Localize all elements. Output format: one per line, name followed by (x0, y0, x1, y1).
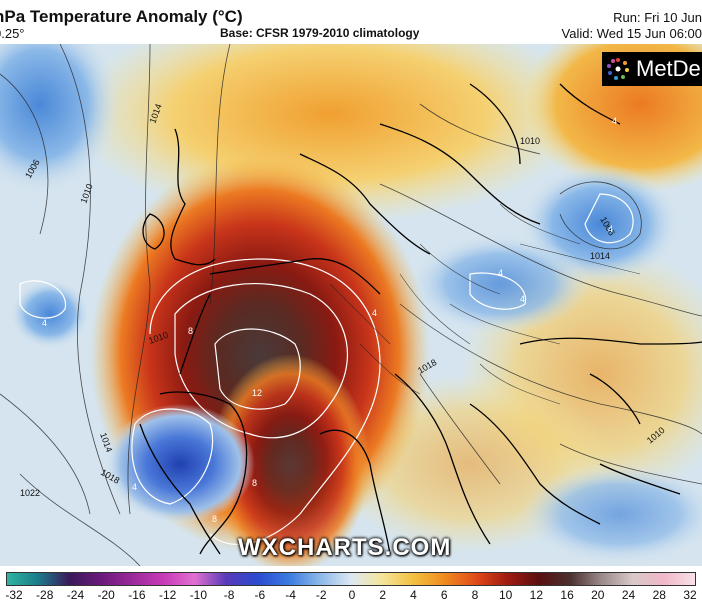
legend-tick-label: -20 (97, 588, 115, 602)
legend-tick-label: -32 (5, 588, 23, 602)
valid-time-label: Valid: Wed 15 Jun 06:00 (561, 26, 702, 41)
metdesk-logo: MetDe (602, 52, 702, 86)
legend-tick-label: -10 (189, 588, 208, 602)
anomaly-label: 4 (608, 224, 613, 234)
map-canvas: 1006 1010 1014 1010 1014 1018 1022 1006 … (0, 44, 702, 566)
legend-tick-label: 12 (529, 588, 544, 602)
anomaly-label: 12 (252, 388, 262, 398)
legend-tick-label: 28 (652, 588, 666, 602)
run-time-label: Run: Fri 10 Jun (613, 10, 702, 25)
coastlines (139, 83, 702, 555)
anomaly-map: 1006 1010 1014 1010 1014 1018 1022 1006 … (0, 44, 702, 566)
anomaly-label: 4 (612, 116, 617, 126)
country-borders (329, 203, 641, 405)
legend-tick-label: 32 (683, 588, 697, 602)
legend-tick-label: -16 (128, 588, 146, 602)
legend-tick-label: 0 (348, 588, 356, 602)
legend-tick-label: 10 (498, 588, 513, 602)
isobar-label: 1014 (590, 251, 610, 261)
anomaly-label: 8 (212, 514, 217, 524)
legend-tick-label: 6 (440, 588, 448, 602)
legend-tick-label: -12 (158, 588, 177, 602)
watermark: WXCHARTS.COM (238, 534, 452, 561)
chart-title: hPa Temperature Anomaly (°C) (0, 7, 243, 26)
legend-tick-label: 20 (591, 588, 605, 602)
legend-tick-label: -2 (315, 588, 327, 602)
anomaly-label: 8 (188, 326, 193, 336)
legend-tick-label: 24 (621, 588, 636, 602)
isobar-label: 1010 (520, 136, 540, 146)
legend-tick-label: 2 (379, 588, 387, 602)
legend-tick-label: 8 (471, 588, 479, 602)
legend-ticks: -32 -28 -24 -20 -16 -12 -10 -8 -6 -4 -2 0 2 4 6 8 10 12 16… (0, 588, 702, 608)
legend-tick-label: -24 (66, 588, 85, 602)
anomaly-label: 4 (132, 482, 137, 492)
anomaly-label: 4 (42, 318, 47, 328)
legend-tick-label: -6 (254, 588, 266, 602)
isobar-lines (0, 44, 702, 566)
anomaly-label: 8 (252, 478, 257, 488)
anomaly-label: 4 (498, 268, 503, 278)
anomaly-label: 4 (372, 308, 377, 318)
legend-tick-label: -28 (36, 588, 54, 602)
brand-name: MetDe (636, 56, 701, 81)
metdesk-star-icon (607, 58, 629, 80)
climatology-base-label: Base: CFSR 1979-2010 climatology (220, 26, 420, 40)
colorbar (6, 572, 696, 586)
resolution-label: 0.25° (0, 26, 25, 41)
legend-tick-label: 16 (560, 588, 574, 602)
color-legend: -32 -28 -24 -20 -16 -12 -10 -8 -6 -4 -2 0 2 4 6 8 10 12 16… (0, 566, 702, 612)
anomaly-labels: 4 4 4 8 12 8 4 4 4 4 8 (42, 116, 617, 524)
legend-tick-label: 4 (410, 588, 417, 602)
isobar-label: 1022 (20, 488, 40, 498)
anomaly-contours (19, 193, 634, 545)
anomaly-label: 4 (520, 294, 525, 304)
legend-tick-label: -4 (285, 588, 296, 602)
chart-header: hPa Temperature Anomaly (°C) 0.25° Base:… (0, 0, 702, 44)
legend-tick-label: -8 (223, 588, 235, 602)
